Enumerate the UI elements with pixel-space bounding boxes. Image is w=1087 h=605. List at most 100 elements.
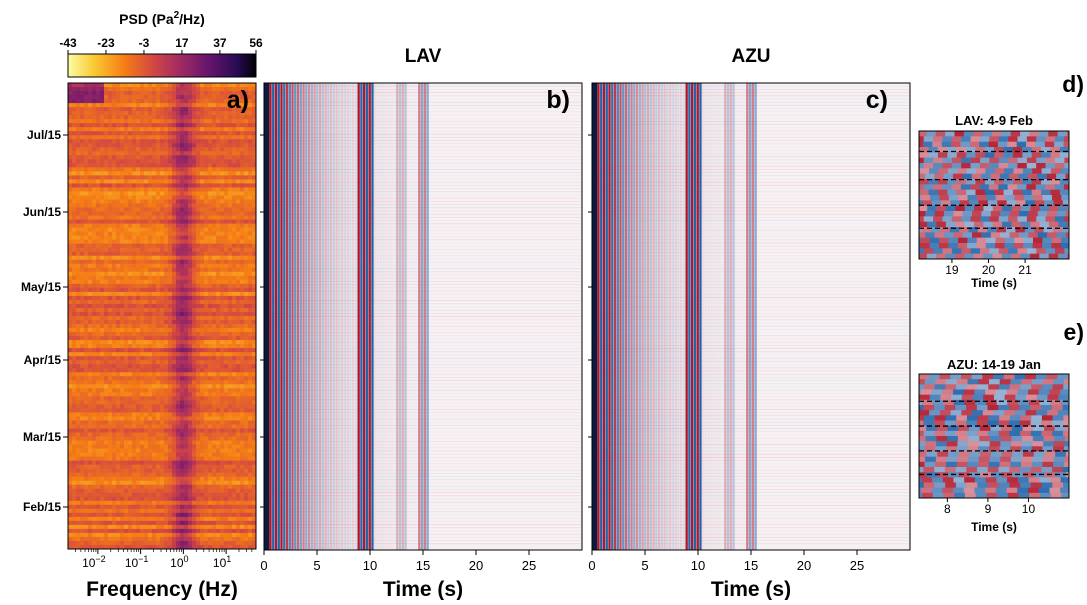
heatmap-cell <box>108 163 113 168</box>
heatmap-cell <box>248 348 253 353</box>
heatmap-cell <box>112 276 117 281</box>
heatmap-cell <box>128 304 133 309</box>
heatmap-cell <box>68 200 73 205</box>
heatmap-cell <box>232 441 237 446</box>
heatmap-cell <box>180 204 185 209</box>
heatmap-cell <box>168 489 173 494</box>
heatmap-cell <box>80 195 85 200</box>
heatmap-cell <box>176 264 181 269</box>
heatmap-cell <box>96 260 101 265</box>
heatmap-cell <box>124 244 129 249</box>
heatmap-cell <box>164 143 169 148</box>
heatmap-cell <box>76 481 81 486</box>
heatmap-cell <box>144 268 149 273</box>
heatmap-cell <box>144 204 149 209</box>
heatmap-cell <box>156 493 161 498</box>
heatmap-cell <box>232 449 237 454</box>
heatmap-cell <box>204 208 209 213</box>
heatmap-cell <box>68 445 73 450</box>
heatmap-cell <box>224 119 229 124</box>
heatmap-cell <box>204 151 209 156</box>
heatmap-cell <box>136 300 141 305</box>
heatmap-cell <box>208 348 213 353</box>
heatmap-cell <box>116 420 121 425</box>
heatmap-cell <box>120 167 125 172</box>
heatmap-cell <box>240 328 245 333</box>
heatmap-cell <box>236 336 241 341</box>
heatmap-cell <box>196 420 201 425</box>
heatmap-cell <box>84 208 89 213</box>
heatmap-cell <box>96 316 101 321</box>
heatmap-cell <box>244 155 249 160</box>
heatmap-cell <box>84 191 89 196</box>
heatmap-cell <box>212 505 217 510</box>
heatmap-cell <box>196 477 201 482</box>
heatmap-cell <box>240 115 245 120</box>
heatmap-cell <box>124 208 129 213</box>
heatmap-cell <box>192 143 197 148</box>
heatmap-cell <box>104 147 109 152</box>
heatmap-cell <box>136 131 141 136</box>
heatmap-cell <box>196 288 201 293</box>
heatmap-cell <box>116 501 121 506</box>
heatmap-cell <box>184 352 189 357</box>
heatmap-cell <box>200 200 205 205</box>
heatmap-cell <box>248 493 253 498</box>
heatmap-cell <box>172 400 177 405</box>
heatmap-cell <box>68 324 73 329</box>
heatmap-cell <box>124 224 129 229</box>
heatmap-cell <box>104 457 109 462</box>
heatmap-cell <box>96 320 101 325</box>
heatmap-cell <box>84 216 89 221</box>
heatmap-cell <box>160 400 165 405</box>
heatmap-cell <box>188 127 193 132</box>
heatmap-cell <box>248 449 253 454</box>
heatmap-cell <box>188 284 193 289</box>
heatmap-cell <box>200 461 205 466</box>
heatmap-cell <box>68 179 73 184</box>
heatmap-cell <box>116 392 121 397</box>
heatmap-cell <box>176 284 181 289</box>
heatmap-cell <box>132 372 137 377</box>
heatmap-cell <box>148 284 153 289</box>
heatmap-cell <box>76 392 81 397</box>
heatmap-cell <box>236 457 241 462</box>
heatmap-cell <box>192 212 197 217</box>
heatmap-cell <box>100 236 105 241</box>
heatmap-cell <box>244 424 249 429</box>
heatmap-cell <box>204 505 209 510</box>
heatmap-cell <box>108 240 113 245</box>
heatmap-cell <box>232 139 237 144</box>
colorbar-bar <box>68 54 256 77</box>
heatmap-cell <box>208 232 213 237</box>
heatmap-cell <box>72 380 77 385</box>
heatmap-cell <box>168 368 173 373</box>
heatmap-cell <box>112 481 117 486</box>
heatmap-cell <box>184 191 189 196</box>
heatmap-cell <box>88 167 93 172</box>
heatmap-cell <box>76 465 81 470</box>
heatmap-cell <box>156 437 161 442</box>
heatmap-cell <box>240 424 245 429</box>
heatmap-cell <box>72 364 77 369</box>
heatmap-cell <box>244 437 249 442</box>
heatmap-cell <box>144 505 149 510</box>
heatmap-cell <box>76 449 81 454</box>
heatmap-cell <box>68 332 73 337</box>
heatmap-cell <box>196 167 201 172</box>
heatmap-cell <box>140 304 145 309</box>
heatmap-cell <box>112 296 117 301</box>
heatmap-cell <box>116 220 121 225</box>
heatmap-cell <box>160 195 165 200</box>
heatmap-cell <box>244 284 249 289</box>
heatmap-cell <box>184 469 189 474</box>
heatmap-cell <box>164 453 169 458</box>
heatmap-cell <box>200 392 205 397</box>
heatmap-cell <box>188 256 193 261</box>
heatmap-cell <box>164 433 169 438</box>
heatmap-cell <box>172 183 177 188</box>
heatmap-cell <box>140 151 145 156</box>
heatmap-cell <box>196 453 201 458</box>
heatmap-cell <box>176 191 181 196</box>
heatmap-cell <box>96 143 101 148</box>
